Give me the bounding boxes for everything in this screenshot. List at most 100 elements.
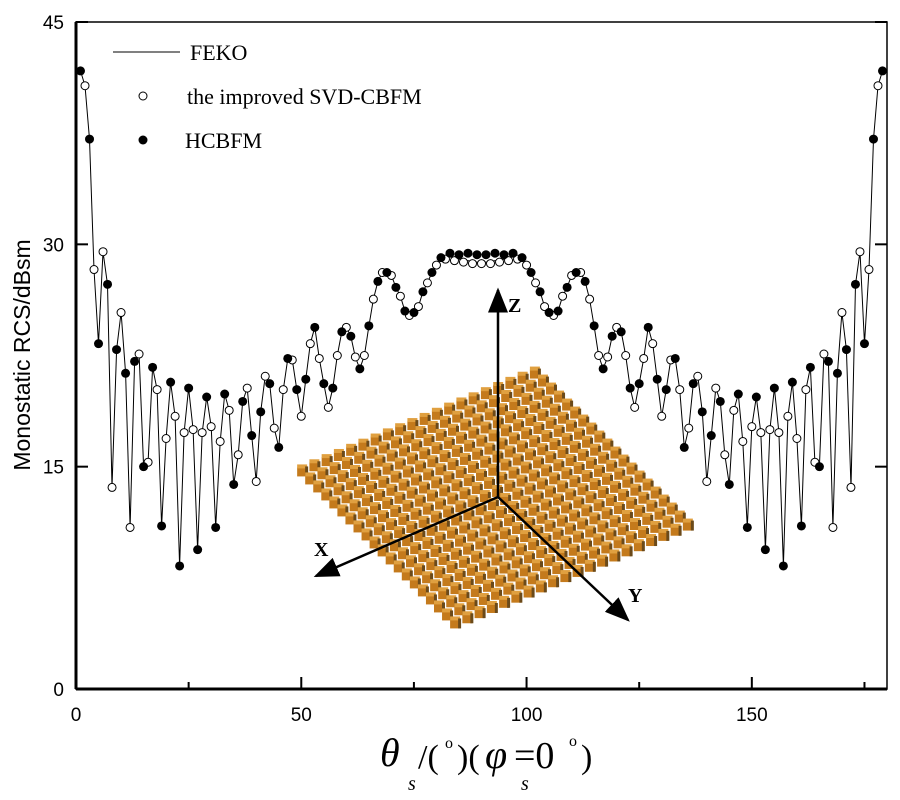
array-cube bbox=[517, 406, 529, 419]
array-cube bbox=[515, 577, 527, 590]
array-cube bbox=[382, 428, 394, 441]
array-cube bbox=[297, 464, 309, 477]
hcbfm-point bbox=[697, 407, 707, 417]
hcbfm-point bbox=[670, 353, 680, 363]
array-cube bbox=[491, 553, 503, 566]
array-cube bbox=[634, 470, 646, 483]
hcbfm-point bbox=[517, 253, 527, 263]
array-cube bbox=[455, 500, 467, 513]
array-cube bbox=[369, 536, 381, 549]
array-cube bbox=[455, 466, 467, 479]
svd-cbfm-point bbox=[711, 383, 721, 393]
array-cube bbox=[528, 538, 540, 551]
array-cube bbox=[577, 448, 589, 461]
array-cube bbox=[497, 403, 508, 416]
hcbfm-point bbox=[760, 545, 770, 555]
hcbfm-point bbox=[679, 442, 689, 452]
svd-cbfm-point bbox=[179, 428, 189, 438]
array-cube bbox=[605, 528, 617, 541]
array-cube bbox=[557, 480, 569, 493]
array-cube bbox=[509, 398, 521, 411]
hcbfm-point bbox=[652, 374, 662, 384]
array-cube bbox=[401, 568, 413, 581]
svd-cbfm-point bbox=[305, 339, 315, 349]
svd-cbfm-point bbox=[296, 411, 306, 421]
array-cube bbox=[321, 454, 333, 467]
svd-cbfm-point bbox=[729, 405, 739, 415]
hcbfm-point bbox=[706, 431, 716, 441]
array-cube bbox=[545, 451, 557, 464]
svd-cbfm-point bbox=[621, 351, 631, 360]
array-cube bbox=[484, 476, 496, 489]
array-cube bbox=[472, 413, 484, 426]
array-cube bbox=[613, 502, 625, 515]
array-cube bbox=[358, 438, 370, 451]
array-cube bbox=[313, 480, 325, 493]
array-cube bbox=[536, 546, 548, 559]
array-cube bbox=[533, 422, 545, 435]
array-cube bbox=[520, 495, 532, 508]
array-cube bbox=[589, 512, 601, 525]
svd-cbfm-point bbox=[269, 423, 279, 433]
array-cube bbox=[626, 462, 638, 475]
array-cube bbox=[366, 446, 378, 459]
array-cube bbox=[459, 452, 471, 465]
array-cube bbox=[532, 490, 544, 503]
array-cube bbox=[532, 559, 543, 572]
svd-cbfm-point bbox=[531, 278, 541, 288]
hcbfm-point bbox=[454, 250, 464, 260]
array-cube bbox=[484, 408, 496, 421]
hcbfm-point bbox=[184, 383, 194, 393]
array-cube bbox=[500, 492, 512, 505]
array-cube bbox=[438, 552, 450, 565]
svd-cbfm-point bbox=[224, 405, 234, 415]
array-cube bbox=[425, 592, 437, 605]
svd-cbfm-point bbox=[80, 81, 90, 91]
array-cube bbox=[552, 562, 564, 575]
array-cube bbox=[446, 560, 458, 573]
array-cube bbox=[378, 510, 389, 523]
array-cube bbox=[500, 458, 512, 471]
array-cube bbox=[602, 438, 614, 451]
hcbfm-point bbox=[859, 339, 869, 349]
array-cube bbox=[618, 454, 630, 467]
array-cube bbox=[370, 467, 382, 480]
array-cube bbox=[529, 400, 541, 413]
array-cube bbox=[533, 456, 545, 469]
svd-cbfm-point bbox=[738, 436, 748, 446]
svd-cbfm-point bbox=[720, 450, 730, 460]
array-cube bbox=[554, 390, 566, 403]
array-cube bbox=[540, 498, 552, 511]
array-cube bbox=[321, 488, 333, 501]
array-cube bbox=[456, 431, 468, 444]
svd-cbfm-point bbox=[792, 434, 802, 444]
svd-cbfm-point bbox=[125, 522, 135, 532]
svd-cbfm-point bbox=[260, 371, 270, 381]
array-cube bbox=[386, 449, 398, 462]
array-cube bbox=[439, 450, 451, 463]
array-cube bbox=[402, 465, 414, 478]
array-cube bbox=[309, 459, 321, 472]
array-cube bbox=[483, 579, 494, 592]
hcbfm-point bbox=[643, 322, 653, 332]
hcbfm-point bbox=[130, 356, 140, 366]
array-cube bbox=[548, 506, 560, 519]
x-axis-label: θ s /( o )( φ s =0 o ) bbox=[380, 730, 592, 795]
array-cube bbox=[625, 531, 637, 544]
array-cube bbox=[540, 567, 552, 580]
array-cube bbox=[491, 519, 503, 532]
array-cube bbox=[448, 423, 459, 436]
array-cube bbox=[593, 464, 605, 477]
array-cube bbox=[393, 560, 405, 573]
array-cube bbox=[560, 535, 572, 548]
array-cube bbox=[525, 448, 536, 461]
array-cube bbox=[479, 524, 491, 537]
array-cube bbox=[435, 497, 447, 510]
svd-cbfm-point bbox=[495, 257, 505, 267]
array-cube bbox=[541, 395, 553, 408]
array-cube bbox=[450, 547, 462, 560]
array-cube bbox=[503, 548, 515, 561]
array-cube bbox=[529, 435, 541, 448]
array-cube bbox=[434, 531, 446, 544]
array-cube bbox=[617, 523, 629, 536]
